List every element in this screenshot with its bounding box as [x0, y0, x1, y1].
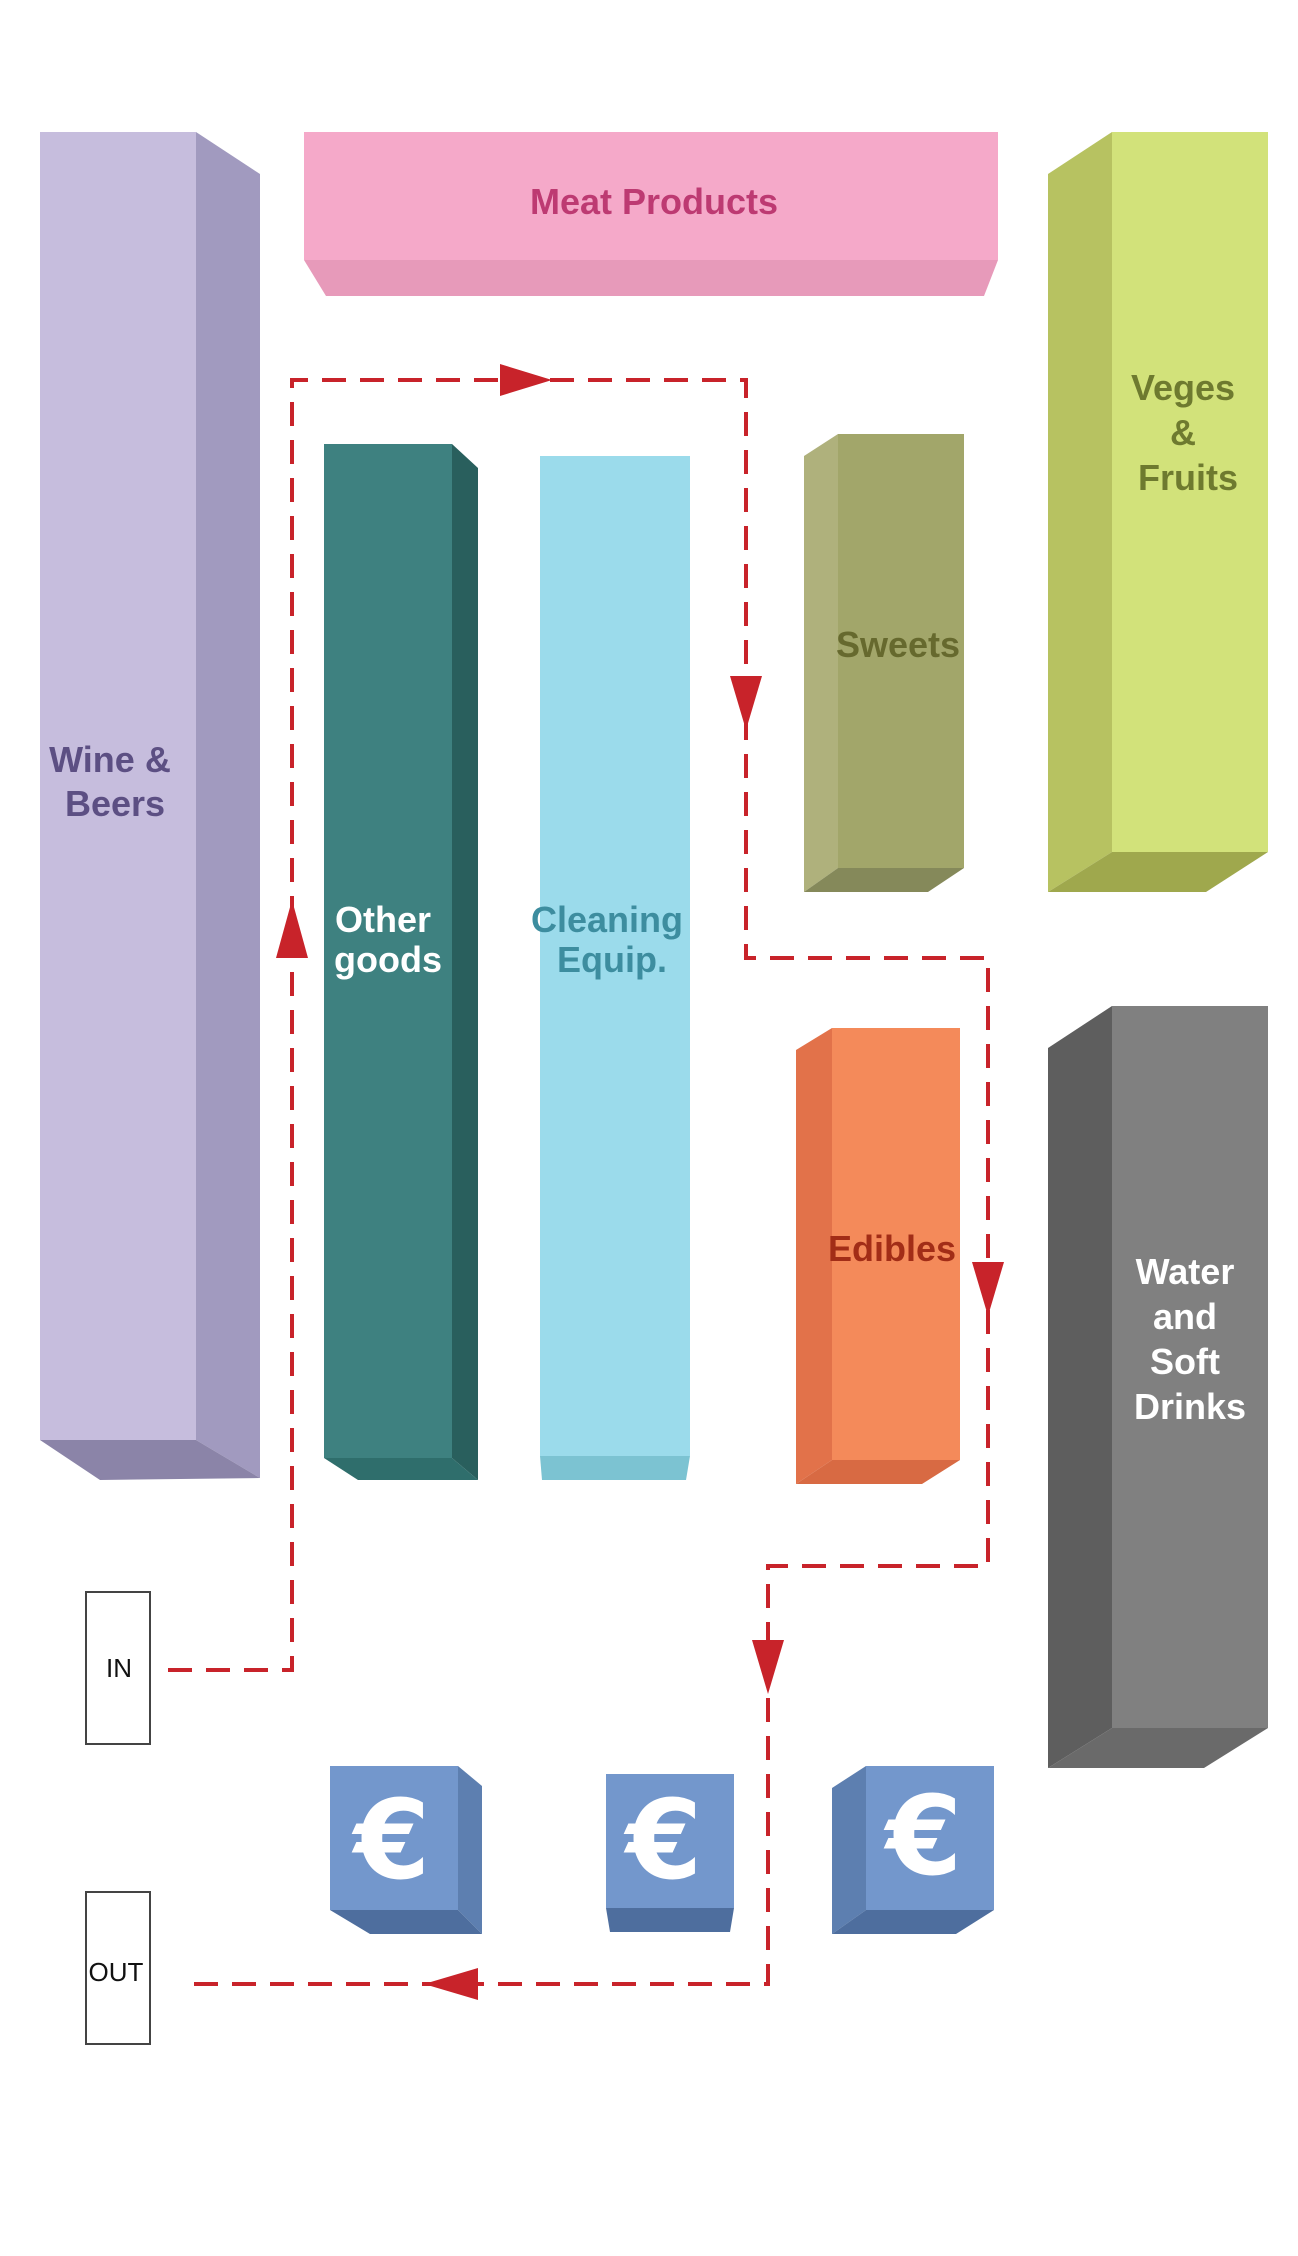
veges-fruits-label-line1: Veges	[1131, 367, 1235, 408]
meat-products-shelf: Meat Products	[304, 132, 998, 296]
svg-text:Water and Soft: Water and Soft Drinks	[1134, 1251, 1246, 1427]
svg-text:Other goods: Other goods	[334, 899, 442, 980]
path-arrow-up-icon	[276, 900, 308, 958]
veges-fruits-label-line2: &	[1170, 412, 1196, 453]
meat-products-label: Meat Products	[530, 181, 778, 222]
cleaning-equip-label-line2: Equip.	[557, 939, 667, 980]
veges-fruits-label-line3: Fruits	[1138, 457, 1238, 498]
wine-beers-shelf: Wine & Beers	[40, 132, 260, 1480]
cleaning-equip-label-line1: Cleaning	[531, 899, 683, 940]
veges-fruits-shelf: Veges & Fruits	[1048, 132, 1268, 892]
water-label-line2: and	[1153, 1296, 1217, 1337]
svg-text:Veges & Fruits: Veges & Fruits	[1131, 367, 1245, 498]
path-arrow-down-icon	[730, 676, 762, 730]
euro-icon: €	[351, 1776, 431, 1904]
sweets-label: Sweets	[836, 624, 960, 665]
checkout-counter-1: €	[330, 1766, 482, 1934]
entrance-door: IN	[85, 1591, 151, 1745]
euro-icon: €	[883, 1772, 963, 1900]
checkout-counter-3: €	[832, 1766, 994, 1934]
svg-text:Wine & Beers: Wine & Beers	[49, 739, 181, 824]
exit-door: OUT	[85, 1891, 151, 2045]
sweets-shelf: Sweets	[804, 434, 964, 892]
svg-text:Cleaning Equip.: Cleaning Equip.	[531, 899, 693, 980]
path-arrow-right-icon	[500, 364, 552, 396]
path-arrow-left-icon	[424, 1968, 478, 2000]
edibles-label: Edibles	[828, 1228, 956, 1269]
water-label-line3: Soft	[1150, 1341, 1220, 1382]
wine-beers-label-line2: Beers	[65, 783, 165, 824]
customer-path	[168, 364, 1004, 2000]
entrance-label: IN	[106, 1653, 132, 1683]
cleaning-equip-shelf: Cleaning Equip.	[531, 456, 693, 1480]
water-label-line4: Drinks	[1134, 1386, 1246, 1427]
exit-label: OUT	[89, 1957, 144, 1987]
other-goods-label-line1: Other	[335, 899, 431, 940]
path-arrow-down-icon	[752, 1640, 784, 1694]
other-goods-label-line2: goods	[334, 939, 442, 980]
checkout-counter-2: €	[606, 1774, 734, 1932]
path-arrow-down-icon	[972, 1262, 1004, 1316]
other-goods-shelf: Other goods	[324, 444, 478, 1480]
water-label-line1: Water	[1136, 1251, 1235, 1292]
wine-beers-label-line1: Wine &	[49, 739, 171, 780]
edibles-shelf: Edibles	[796, 1028, 960, 1484]
water-soft-drinks-shelf: Water and Soft Drinks	[1048, 1006, 1268, 1768]
euro-icon: €	[623, 1776, 703, 1904]
